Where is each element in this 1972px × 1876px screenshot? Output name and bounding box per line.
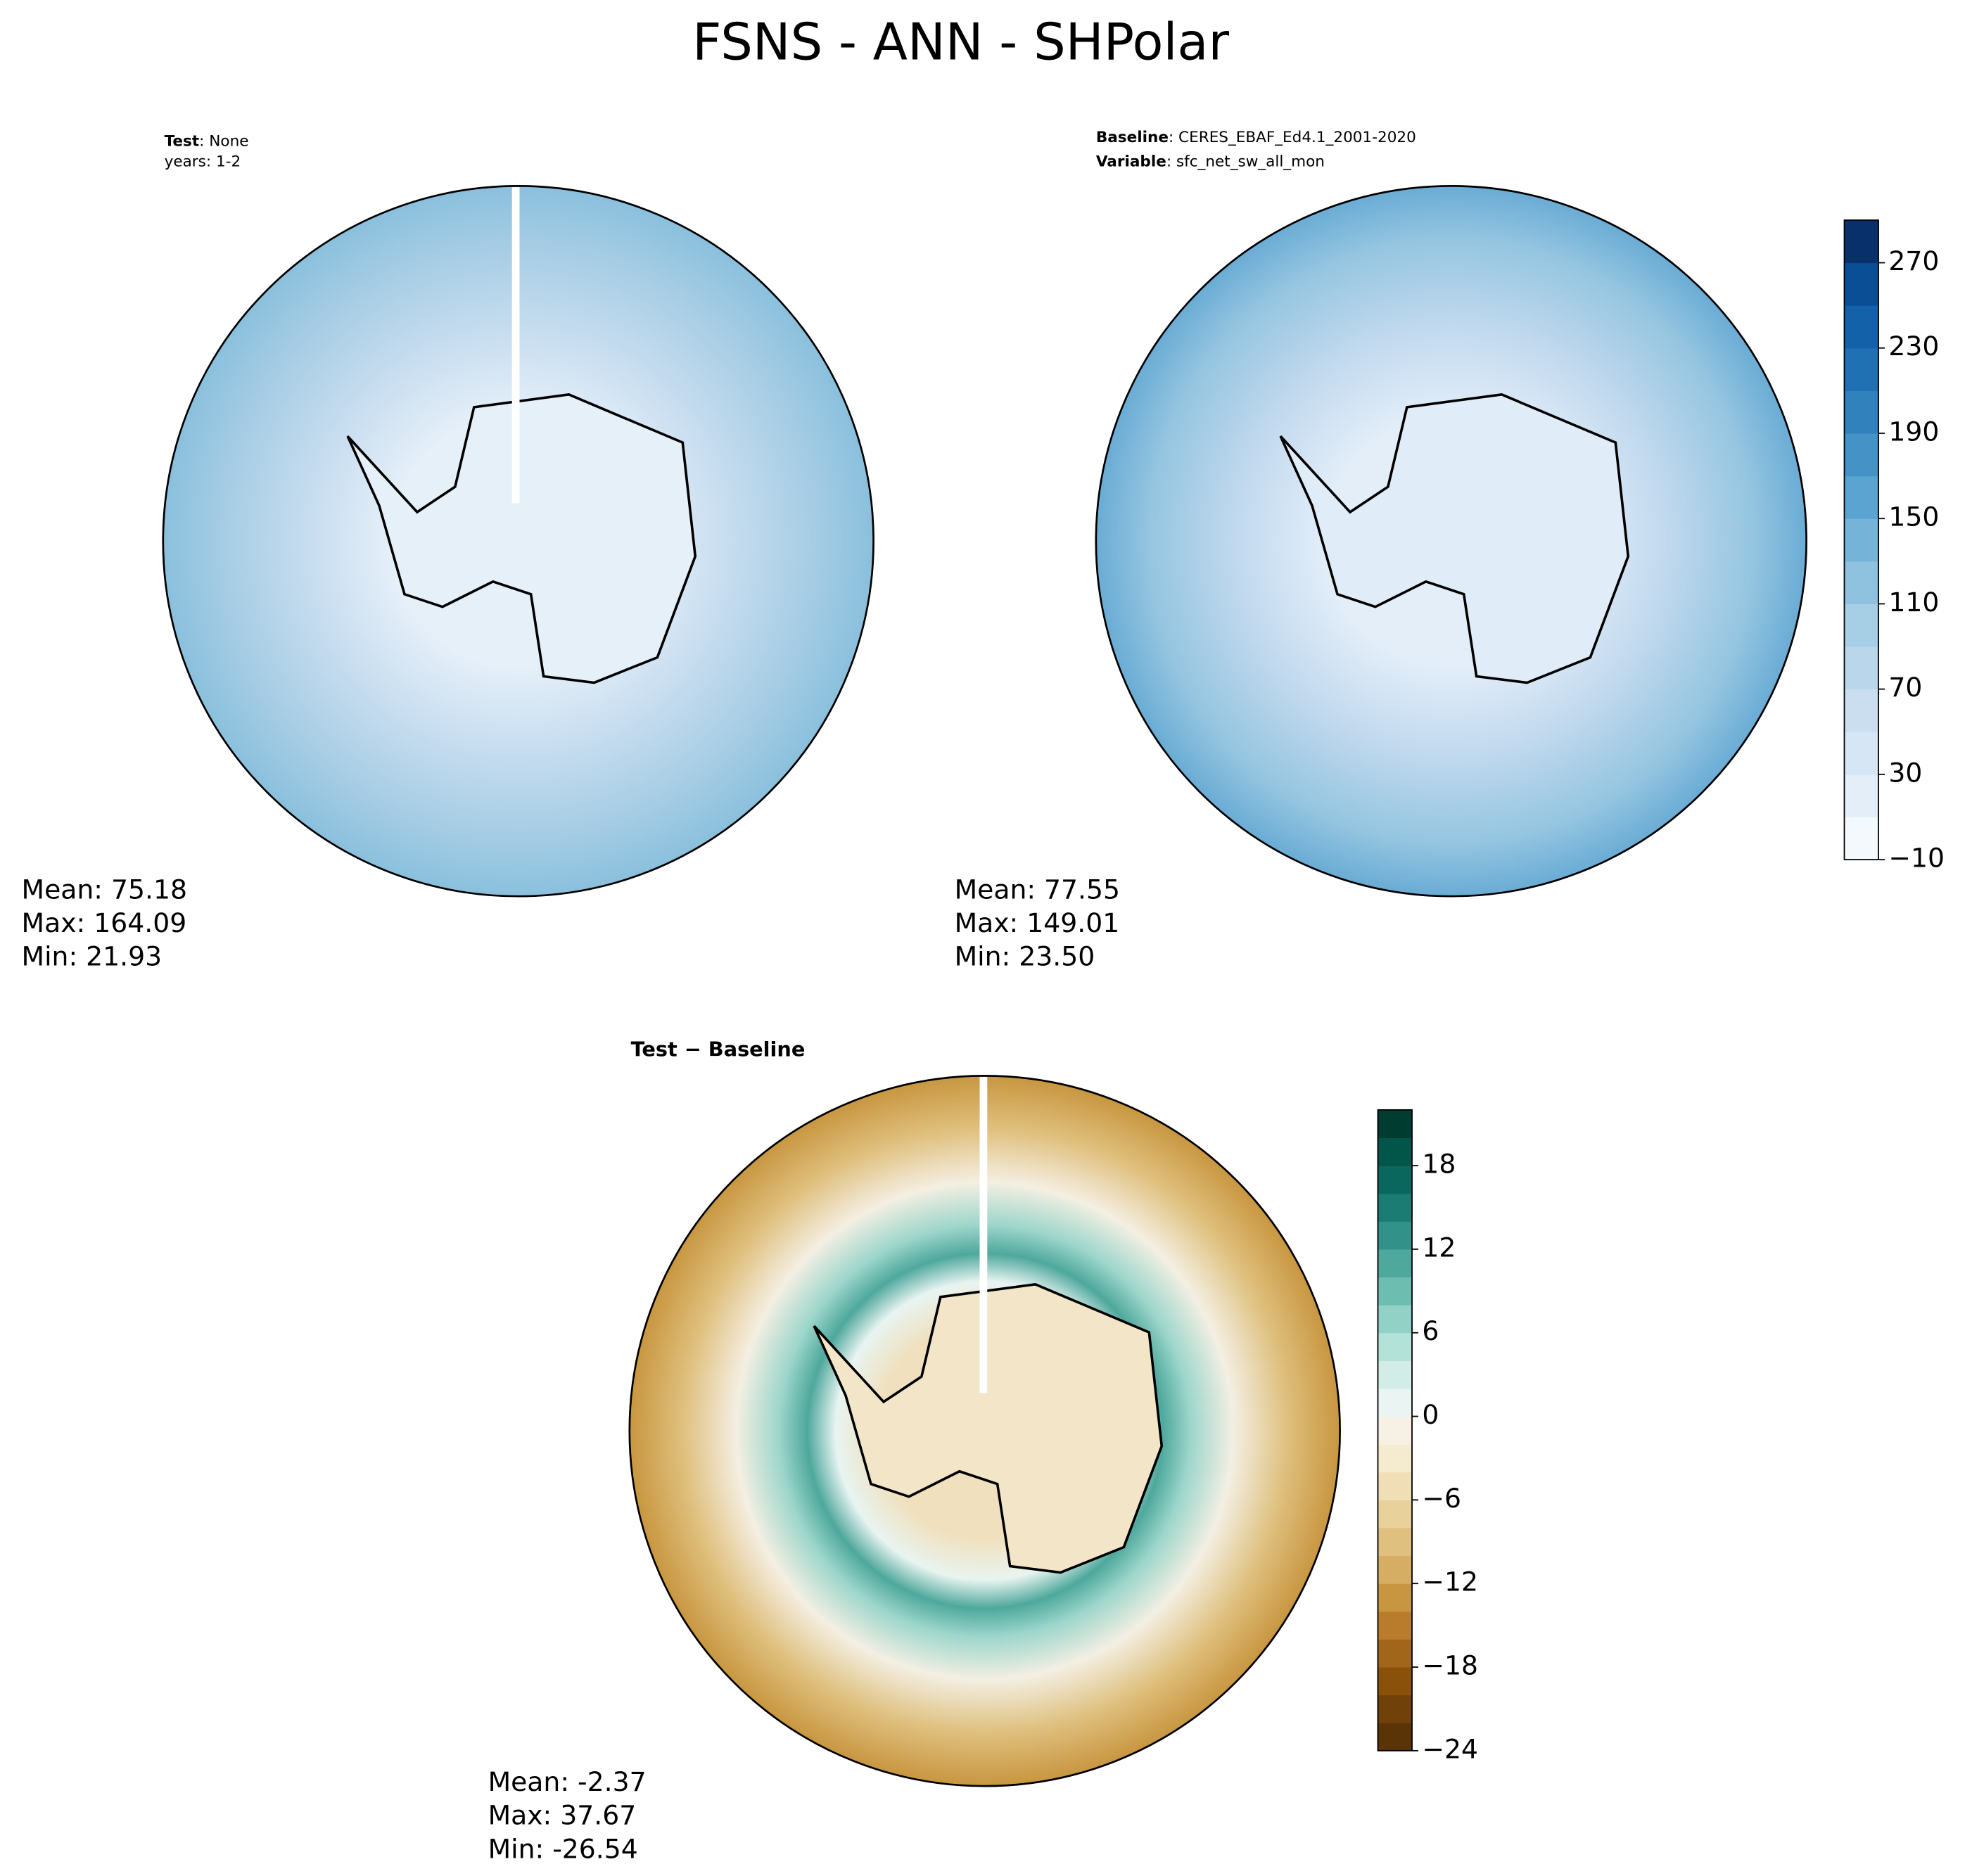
- colorbar-tick-label: −18: [1422, 1650, 1478, 1681]
- colorbar-band: [1378, 1166, 1413, 1194]
- stat-text: Max: 37.67: [488, 1800, 637, 1831]
- colorbar-band: [1378, 1388, 1413, 1417]
- colorbar-tick-label: 230: [1888, 331, 1939, 362]
- colorbar-band: [1844, 305, 1879, 349]
- colorbar-band: [1844, 518, 1879, 562]
- stat-text: Min: -26.54: [488, 1833, 638, 1864]
- colorbar-frame: [1843, 219, 1879, 860]
- colorbar-tick-label: 190: [1888, 416, 1939, 447]
- colorbar-tick-label: −10: [1888, 843, 1945, 874]
- colorbar-band: [1378, 1109, 1413, 1139]
- colorbar-band: [1844, 347, 1879, 391]
- colorbar-tick-label: 110: [1888, 587, 1939, 618]
- colorbar-tick-label: 30: [1888, 757, 1922, 788]
- stat-text: Max: 149.01: [955, 907, 1120, 938]
- colorbar-band: [1378, 1500, 1413, 1529]
- colorbar-band: [1844, 219, 1879, 264]
- colorbar-tick-label: 150: [1888, 502, 1939, 532]
- colorbar-band: [1378, 1611, 1413, 1640]
- colorbar-band: [1378, 1695, 1413, 1723]
- stat-text: Min: 23.50: [955, 941, 1095, 972]
- colorbar-band: [1844, 561, 1879, 604]
- panel-label: Variable: sfc_net_sw_all_mon: [1096, 153, 1325, 170]
- colorbar-band: [1378, 1555, 1413, 1584]
- stat-text: Mean: 77.55: [955, 874, 1120, 905]
- colorbar-band: [1844, 476, 1879, 519]
- colorbar-band: [1844, 390, 1879, 434]
- stat-text: Mean: 75.18: [22, 874, 187, 905]
- colorbar-band: [1378, 1277, 1413, 1306]
- colorbar-tick-label: 70: [1888, 672, 1922, 703]
- colorbar-band: [1378, 1444, 1413, 1473]
- colorbar-band: [1844, 604, 1879, 647]
- map-baseline: [1095, 185, 1807, 898]
- map-diff: [628, 1075, 1341, 1787]
- colorbar-band: [1378, 1472, 1413, 1500]
- colorbar-tick-label: 0: [1422, 1399, 1439, 1430]
- colorbar-band: [1378, 1416, 1413, 1445]
- colorbar-band: [1378, 1360, 1413, 1389]
- colorbar-band: [1378, 1332, 1413, 1361]
- colorbar-tick-label: 270: [1888, 245, 1939, 276]
- colorbar-frame: [1377, 1109, 1413, 1751]
- colorbar-band: [1378, 1305, 1413, 1334]
- colorbar-band: [1844, 817, 1879, 860]
- colorbar-band: [1378, 1527, 1413, 1557]
- colorbar-band: [1844, 774, 1879, 818]
- colorbar-tick-label: −12: [1422, 1566, 1478, 1597]
- panel-label: Baseline: CERES_EBAF_Ed4.1_2001-2020: [1096, 129, 1416, 146]
- panel-label: Test: None: [165, 133, 249, 151]
- colorbar-band: [1378, 1667, 1413, 1696]
- stat-text: Min: 21.93: [22, 941, 163, 972]
- colorbar-band: [1378, 1639, 1413, 1668]
- colorbar-tick-label: 18: [1422, 1149, 1456, 1180]
- stat-text: Mean: -2.37: [488, 1766, 647, 1797]
- map-test: [162, 185, 874, 898]
- colorbar-band: [1844, 689, 1879, 732]
- colorbar-tick-label: 6: [1422, 1315, 1439, 1346]
- colorbar-band: [1378, 1249, 1413, 1278]
- figure-title: FSNS - ANN - SHPolar: [692, 12, 1229, 71]
- colorbar-band: [1378, 1193, 1413, 1222]
- colorbar-band: [1378, 1583, 1413, 1612]
- panel-label: Test − Baseline: [631, 1037, 806, 1061]
- colorbar-band: [1844, 262, 1879, 306]
- colorbar-tick-label: 12: [1422, 1232, 1456, 1263]
- colorbar-band: [1844, 732, 1879, 775]
- stat-text: Max: 164.09: [22, 907, 187, 938]
- colorbar-tick-label: −6: [1422, 1483, 1461, 1514]
- colorbar-band: [1378, 1221, 1413, 1250]
- colorbar-band: [1844, 433, 1879, 477]
- colorbar-band: [1378, 1723, 1413, 1751]
- panel-label: years: 1-2: [165, 153, 241, 170]
- colorbar-tick-label: −24: [1422, 1733, 1478, 1764]
- colorbar-band: [1378, 1137, 1413, 1166]
- colorbar-band: [1844, 646, 1879, 690]
